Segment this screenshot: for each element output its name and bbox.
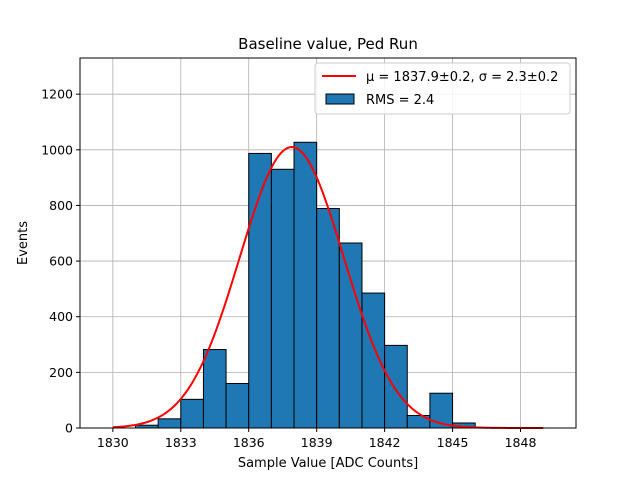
legend-hist-label: RMS = 2.4	[366, 93, 434, 108]
x-tick-label-2: 1836	[233, 435, 265, 450]
legend: μ = 1837.9±0.2, σ = 2.3±0.2 RMS = 2.4	[314, 62, 571, 115]
histogram-bar-10	[338, 242, 363, 429]
x-tick-label-6: 1848	[505, 435, 537, 450]
histogram-bar-11	[361, 292, 386, 429]
x-axis-ticks: 1830 1833 1836 1839 1842 1845 1848	[97, 428, 537, 450]
y-axis-ticks: 0 200 400 600 800 1000 1200	[41, 87, 80, 436]
chart-title: Baseline value, Ped Run	[238, 35, 418, 53]
gaussian-fit-curve	[112, 146, 544, 429]
y-tick-label-1: 200	[49, 365, 73, 380]
histogram-bar-2	[157, 418, 182, 429]
histogram-bar-9	[316, 208, 340, 429]
histogram-bar-12	[384, 344, 408, 429]
histogram-bar-5	[225, 382, 250, 429]
y-axis-label: Events	[16, 221, 31, 265]
y-tick-label-4: 800	[49, 198, 73, 213]
histogram-bars	[134, 141, 499, 429]
histogram-bar-3	[180, 398, 204, 429]
y-tick-label-2: 400	[49, 309, 73, 324]
histogram-bar-7	[270, 168, 295, 429]
histogram-bar-8	[293, 141, 318, 429]
plot-frame	[79, 57, 577, 429]
histogram-bar-4	[202, 349, 227, 429]
x-tick-label-5: 1845	[437, 435, 469, 450]
y-tick-label-0: 0	[65, 421, 73, 436]
legend-fit-label: μ = 1837.9±0.2, σ = 2.3±0.2	[366, 70, 558, 85]
legend-hist-swatch	[325, 93, 355, 105]
legend-box	[314, 62, 571, 115]
x-tick-label-3: 1839	[301, 435, 333, 450]
x-tick-label-0: 1830	[97, 435, 129, 450]
x-tick-label-4: 1842	[369, 435, 401, 450]
y-tick-label-3: 600	[49, 254, 73, 269]
x-axis-label: Sample Value [ADC Counts]	[238, 456, 418, 471]
x-tick-label-1: 1833	[165, 435, 197, 450]
y-tick-label-6: 1200	[41, 87, 73, 102]
y-tick-label-5: 1000	[41, 142, 73, 157]
